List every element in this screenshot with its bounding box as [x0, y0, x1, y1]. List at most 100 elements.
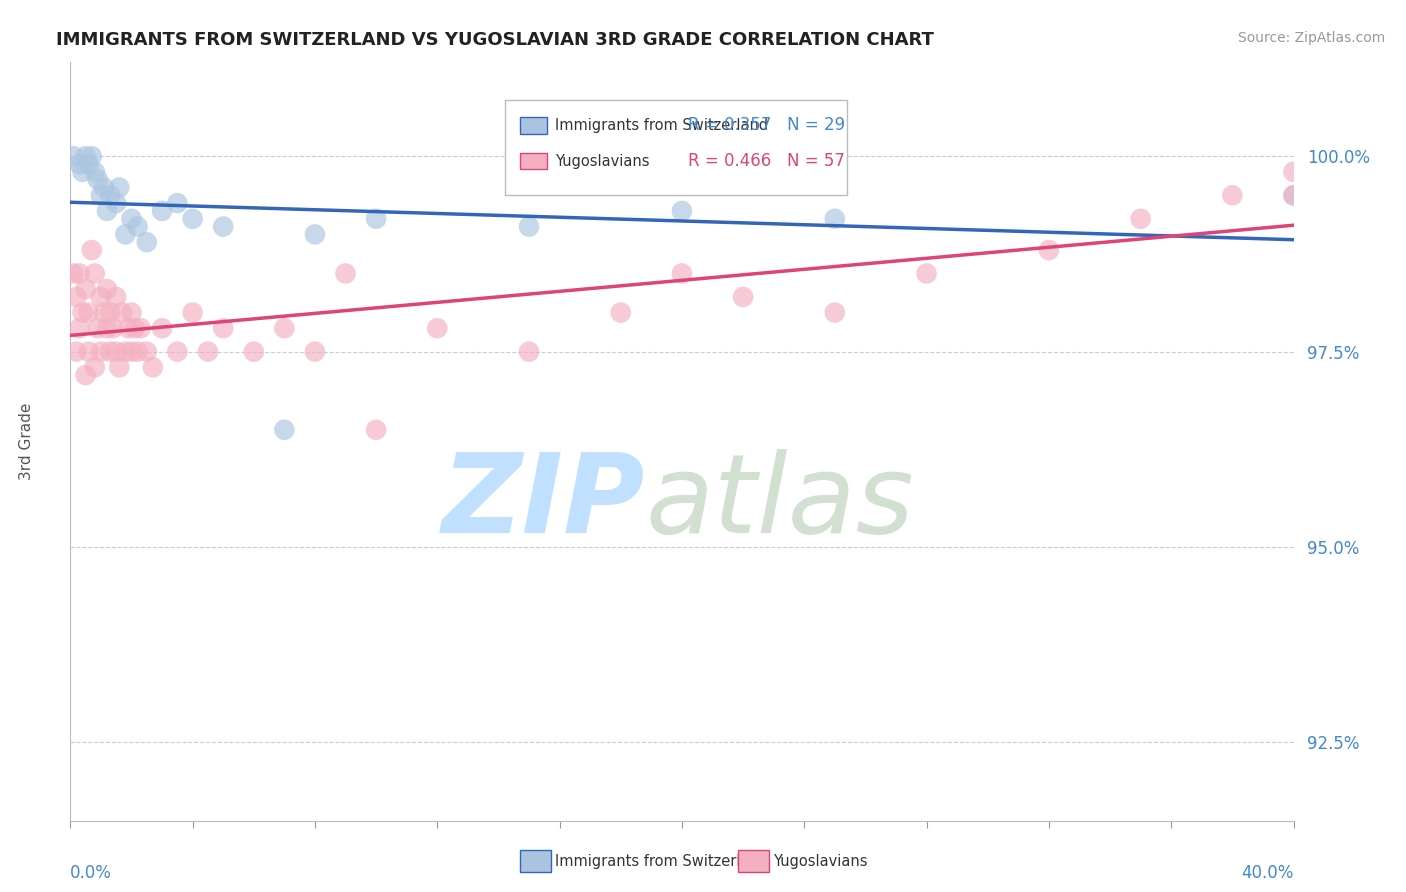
Text: IMMIGRANTS FROM SWITZERLAND VS YUGOSLAVIAN 3RD GRADE CORRELATION CHART: IMMIGRANTS FROM SWITZERLAND VS YUGOSLAVI… — [56, 31, 934, 49]
Point — [114, 344, 136, 359]
Point — [610, 305, 633, 319]
Text: R = 0.466   N = 57: R = 0.466 N = 57 — [688, 152, 845, 170]
Point — [273, 423, 295, 437]
Point — [65, 290, 87, 304]
Point — [108, 360, 131, 375]
Point — [72, 305, 94, 319]
Point — [72, 165, 94, 179]
Point — [98, 188, 121, 202]
Point — [90, 188, 112, 202]
Point — [62, 267, 84, 281]
Point — [121, 344, 143, 359]
Point — [96, 321, 118, 335]
Point — [671, 203, 693, 218]
Point — [90, 344, 112, 359]
Point — [87, 321, 110, 335]
Point — [1282, 188, 1305, 202]
Point — [212, 321, 235, 335]
Point — [150, 203, 173, 218]
Point — [150, 321, 173, 335]
Point — [166, 344, 188, 359]
Point — [824, 211, 846, 226]
Point — [90, 290, 112, 304]
Point — [75, 149, 97, 163]
Point — [166, 196, 188, 211]
Text: Source: ZipAtlas.com: Source: ZipAtlas.com — [1237, 31, 1385, 45]
Point — [671, 267, 693, 281]
Point — [181, 305, 204, 319]
Text: 3rd Grade: 3rd Grade — [18, 403, 34, 480]
Text: Immigrants from Switzerland: Immigrants from Switzerland — [555, 118, 768, 133]
Point — [212, 219, 235, 234]
Point — [83, 360, 105, 375]
Point — [83, 267, 105, 281]
Point — [135, 235, 157, 250]
Point — [273, 321, 295, 335]
Point — [93, 180, 115, 194]
Point — [915, 267, 938, 281]
Point — [181, 211, 204, 226]
Point — [121, 211, 143, 226]
Point — [77, 157, 100, 171]
Point — [1220, 188, 1243, 202]
Point — [77, 305, 100, 319]
Point — [75, 368, 97, 383]
Point — [69, 321, 91, 335]
Point — [69, 157, 91, 171]
Point — [101, 321, 124, 335]
Point — [1282, 165, 1305, 179]
Text: 40.0%: 40.0% — [1241, 863, 1294, 881]
Point — [243, 344, 266, 359]
Point — [83, 165, 105, 179]
Point — [105, 196, 128, 211]
Point — [197, 344, 219, 359]
Point — [304, 227, 326, 242]
Text: Yugoslavians: Yugoslavians — [555, 153, 650, 169]
Point — [87, 172, 110, 186]
Point — [105, 290, 128, 304]
Point — [1129, 211, 1152, 226]
Point — [517, 344, 540, 359]
Text: R = 0.357   N = 29: R = 0.357 N = 29 — [688, 116, 845, 135]
Point — [824, 305, 846, 319]
Point — [105, 344, 128, 359]
Point — [114, 227, 136, 242]
Point — [80, 243, 103, 257]
Point — [98, 305, 121, 319]
Point — [121, 305, 143, 319]
Point — [426, 321, 449, 335]
Text: 0.0%: 0.0% — [70, 863, 112, 881]
Point — [142, 360, 165, 375]
Point — [366, 211, 388, 226]
Point — [69, 267, 91, 281]
Text: Yugoslavians: Yugoslavians — [773, 855, 868, 869]
Point — [96, 203, 118, 218]
Text: atlas: atlas — [645, 449, 914, 556]
Point — [77, 344, 100, 359]
Point — [108, 180, 131, 194]
FancyBboxPatch shape — [520, 117, 547, 134]
Point — [93, 305, 115, 319]
Point — [517, 219, 540, 234]
Point — [111, 305, 134, 319]
Point — [1038, 243, 1060, 257]
Point — [1282, 188, 1305, 202]
Point — [80, 149, 103, 163]
Point — [96, 282, 118, 296]
Point — [129, 321, 152, 335]
Point — [304, 344, 326, 359]
Point — [127, 344, 149, 359]
Point — [335, 267, 357, 281]
Text: Immigrants from Switzerland: Immigrants from Switzerland — [555, 855, 769, 869]
Point — [98, 344, 121, 359]
Point — [366, 423, 388, 437]
Point — [117, 321, 139, 335]
Point — [124, 321, 146, 335]
Point — [731, 290, 754, 304]
Point — [65, 344, 87, 359]
Point — [75, 282, 97, 296]
Point — [62, 149, 84, 163]
FancyBboxPatch shape — [520, 153, 547, 169]
FancyBboxPatch shape — [505, 101, 846, 195]
Text: ZIP: ZIP — [441, 449, 645, 556]
